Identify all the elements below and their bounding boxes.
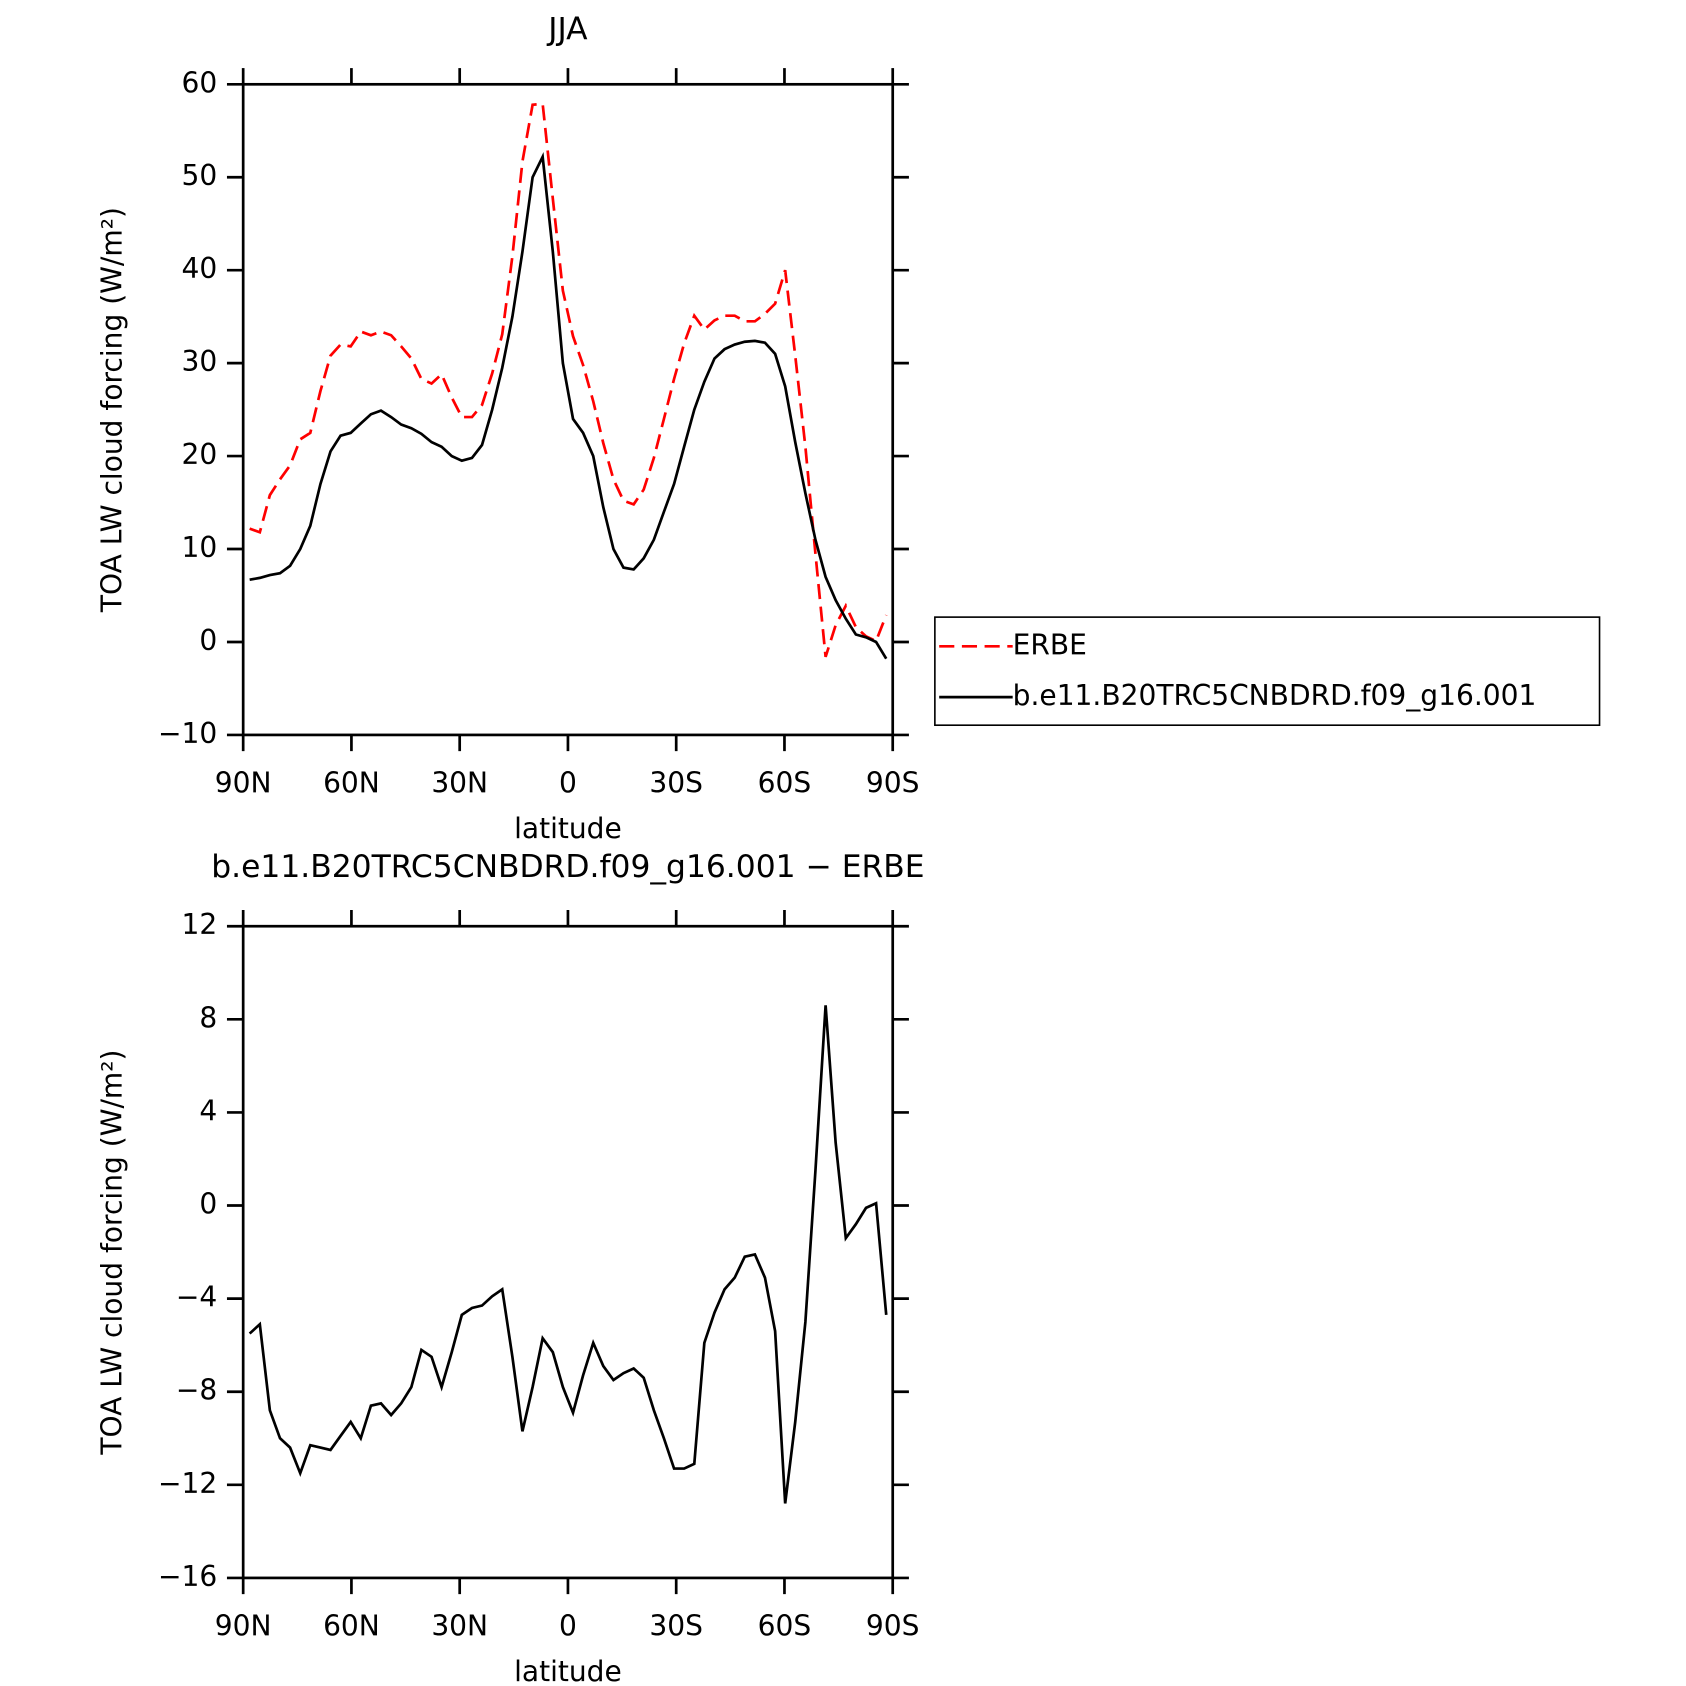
y-axis-label: TOA LW cloud forcing (W/m²) — [95, 207, 128, 613]
y-tick-label: 4 — [199, 1094, 217, 1127]
y-tick-label: 30 — [182, 345, 218, 378]
y-tick-label: −16 — [158, 1560, 217, 1593]
y-tick-label: 60 — [182, 66, 218, 99]
y-tick-label: 0 — [199, 624, 217, 657]
x-tick-label: 30N — [431, 767, 488, 800]
y-tick-label: 40 — [182, 252, 218, 285]
x-tick-label: 0 — [559, 767, 577, 800]
y-tick-label: −10 — [158, 717, 217, 750]
plot-frame — [241, 82, 895, 737]
x-tick-label: 60S — [758, 1610, 812, 1643]
x-tick-label: 60N — [323, 767, 380, 800]
chart-title: b.e11.B20TRC5CNBDRD.f09_g16.001 − ERBE — [211, 849, 924, 885]
x-axis-label: latitude — [514, 1655, 622, 1686]
chart-title: JJA — [546, 11, 588, 47]
x-tick-label: 30N — [431, 1610, 488, 1643]
y-tick-label: 12 — [182, 908, 218, 941]
legend-label: ERBE — [1013, 628, 1087, 661]
x-tick-label: 90N — [215, 767, 272, 800]
y-tick-label: 10 — [182, 531, 218, 564]
y-tick-label: −8 — [176, 1374, 217, 1407]
data-line — [248, 1005, 888, 1504]
x-tick-label: 30S — [649, 767, 703, 800]
x-axis-label: latitude — [514, 812, 622, 845]
x-tick-label: 90S — [866, 1610, 920, 1643]
x-tick-label: 90N — [215, 1610, 272, 1643]
y-tick-label: −12 — [158, 1467, 217, 1500]
x-tick-label: 0 — [559, 1610, 577, 1643]
legend-box — [934, 616, 1601, 727]
x-tick-label: 90S — [866, 767, 920, 800]
series-line — [249, 102, 888, 658]
x-tick-label: 60S — [758, 767, 812, 800]
x-tick-label: 60N — [323, 1610, 380, 1643]
y-tick-label: 50 — [182, 159, 218, 192]
y-tick-label: 8 — [199, 1001, 217, 1034]
y-tick-label: 20 — [182, 438, 218, 471]
y-tick-label: 0 — [199, 1188, 217, 1221]
x-tick-label: 30S — [649, 1610, 703, 1643]
plot-frame — [241, 924, 895, 1580]
y-axis-label: TOA LW cloud forcing (W/m²) — [95, 1050, 128, 1456]
legend-label: b.e11.B20TRC5CNBDRD.f09_g16.001 — [1013, 679, 1537, 712]
series-line — [249, 152, 888, 660]
y-tick-label: −4 — [176, 1281, 217, 1314]
